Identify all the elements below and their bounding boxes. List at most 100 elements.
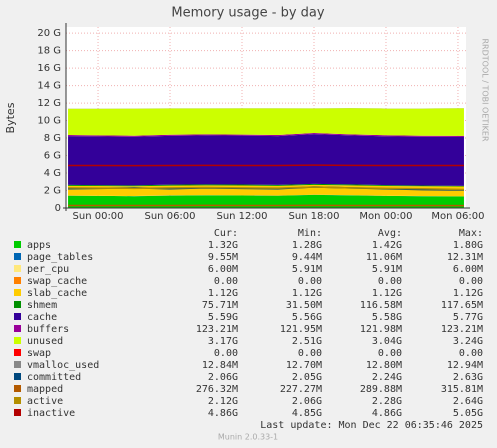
legend-stat: 2.51G <box>292 336 322 347</box>
area <box>68 194 464 197</box>
legend-label: shmem <box>27 300 57 311</box>
legend-stat: 5.59G <box>208 312 238 323</box>
legend-stat: 2.12G <box>208 396 238 407</box>
legend-label: inactive <box>27 408 75 419</box>
legend-stat: 1.28G <box>292 240 322 251</box>
footer: Last update: Mon Dec 22 06:35:46 2025 <box>260 420 483 431</box>
y-tick-label: 20 G <box>37 28 61 39</box>
y-tick-label: 10 G <box>37 116 61 127</box>
area <box>68 133 464 137</box>
legend-stat: 0.00 <box>459 276 483 287</box>
legend-stat: 121.98M <box>360 324 402 335</box>
legend-stat: 116.58M <box>360 300 402 311</box>
legend-stat: 12.80M <box>366 360 402 371</box>
x-tick-label: Sun 00:00 <box>73 211 124 222</box>
legend-stat: 5.05G <box>453 408 483 419</box>
legend-stat: 0.00 <box>459 348 483 359</box>
area <box>68 194 464 197</box>
y-tick-label: 6 G <box>44 151 61 162</box>
y-tick-label: 14 G <box>37 81 61 92</box>
legend-stat: 2.06G <box>292 396 322 407</box>
legend-stat: 12.31M <box>447 252 483 263</box>
legend-swatch <box>14 349 21 356</box>
legend-stat: 0.00 <box>378 276 402 287</box>
legend-label: mapped <box>27 384 63 395</box>
legend-swatch <box>14 301 21 308</box>
legend-stat: 1.12G <box>453 288 483 299</box>
legend-stat: 5.91M <box>292 264 322 275</box>
y-tick-label: 12 G <box>37 98 61 109</box>
legend-swatch <box>14 337 21 344</box>
legend-stat: 5.77G <box>453 312 483 323</box>
side-text: RRDTOOL / TOBI OETIKER <box>481 38 490 141</box>
area <box>68 134 464 186</box>
legend-label: committed <box>27 372 81 383</box>
legend-label: slab_cache <box>27 288 87 299</box>
legend-stat: 9.44M <box>292 252 322 263</box>
legend-stat: 2.63G <box>453 372 483 383</box>
legend-stat: 1.12G <box>292 288 322 299</box>
legend-stat: 2.05G <box>292 372 322 383</box>
legend-stat: 3.24G <box>453 336 483 347</box>
line <box>68 186 464 191</box>
legend-stat: 0.00 <box>214 348 238 359</box>
legend-swatch <box>14 277 21 284</box>
legend-stat: 12.70M <box>286 360 322 371</box>
x-tick-label: Mon 00:00 <box>359 211 412 222</box>
legend-stat: 3.17G <box>208 336 238 347</box>
legend-stat: 123.21M <box>441 324 483 335</box>
legend-label: unused <box>27 336 63 347</box>
legend-stat: 5.91M <box>372 264 402 275</box>
y-axis-label: Bytes <box>4 102 17 133</box>
x-tick-label: Sun 06:00 <box>145 211 196 222</box>
legend-stat: 2.28G <box>372 396 402 407</box>
stat-header: Min: <box>298 228 322 239</box>
legend-label: buffers <box>27 324 69 335</box>
legend-stat: 2.06G <box>208 372 238 383</box>
legend-stat: 6.00M <box>208 264 238 275</box>
legend-label: per_cpu <box>27 264 69 275</box>
y-tick-label: 2 G <box>44 186 61 197</box>
legend-swatch <box>14 253 21 260</box>
legend-swatch <box>14 409 21 416</box>
legend-stat: 4.85G <box>292 408 322 419</box>
legend-label: vmalloc_used <box>27 360 99 371</box>
legend-stat: 5.58G <box>372 312 402 323</box>
legend-label: cache <box>27 312 57 323</box>
legend-swatch <box>14 385 21 392</box>
stat-header: Max: <box>459 228 483 239</box>
legend-swatch <box>14 265 21 272</box>
x-tick-label: Mon 06:00 <box>431 211 484 222</box>
y-tick-label: 18 G <box>37 46 61 57</box>
legend-stat: 4.86G <box>208 408 238 419</box>
legend-stat: 11.06M <box>366 252 402 263</box>
legend-stat: 0.00 <box>298 348 322 359</box>
legend-stat: 1.32G <box>208 240 238 251</box>
chart-title: Memory usage - by day <box>171 6 324 21</box>
legend-stat: 289.88M <box>360 384 402 395</box>
legend-stat: 2.64G <box>453 396 483 407</box>
legend-stat: 276.32M <box>196 384 238 395</box>
y-tick-label: 16 G <box>37 63 61 74</box>
legend-label: apps <box>27 240 51 251</box>
legend-stat: 1.12G <box>372 288 402 299</box>
legend-swatch <box>14 241 21 248</box>
legend-label: swap_cache <box>27 276 87 287</box>
area <box>68 194 464 208</box>
legend-stat: 121.95M <box>280 324 322 335</box>
y-tick-label: 8 G <box>44 133 61 144</box>
area <box>68 108 464 136</box>
legend-stat: 227.27M <box>280 384 322 395</box>
legend-stat: 75.71M <box>202 300 238 311</box>
legend-label: swap <box>27 348 51 359</box>
stat-header: Cur: <box>214 228 238 239</box>
y-tick-label: 4 G <box>44 168 61 179</box>
legend-stat: 2.24G <box>372 372 402 383</box>
legend-swatch <box>14 361 21 368</box>
legend-stat: 1.12G <box>208 288 238 299</box>
legend-stat: 1.42G <box>372 240 402 251</box>
legend-stat: 4.86G <box>372 408 402 419</box>
legend-stat: 123.21M <box>196 324 238 335</box>
legend-swatch <box>14 313 21 320</box>
